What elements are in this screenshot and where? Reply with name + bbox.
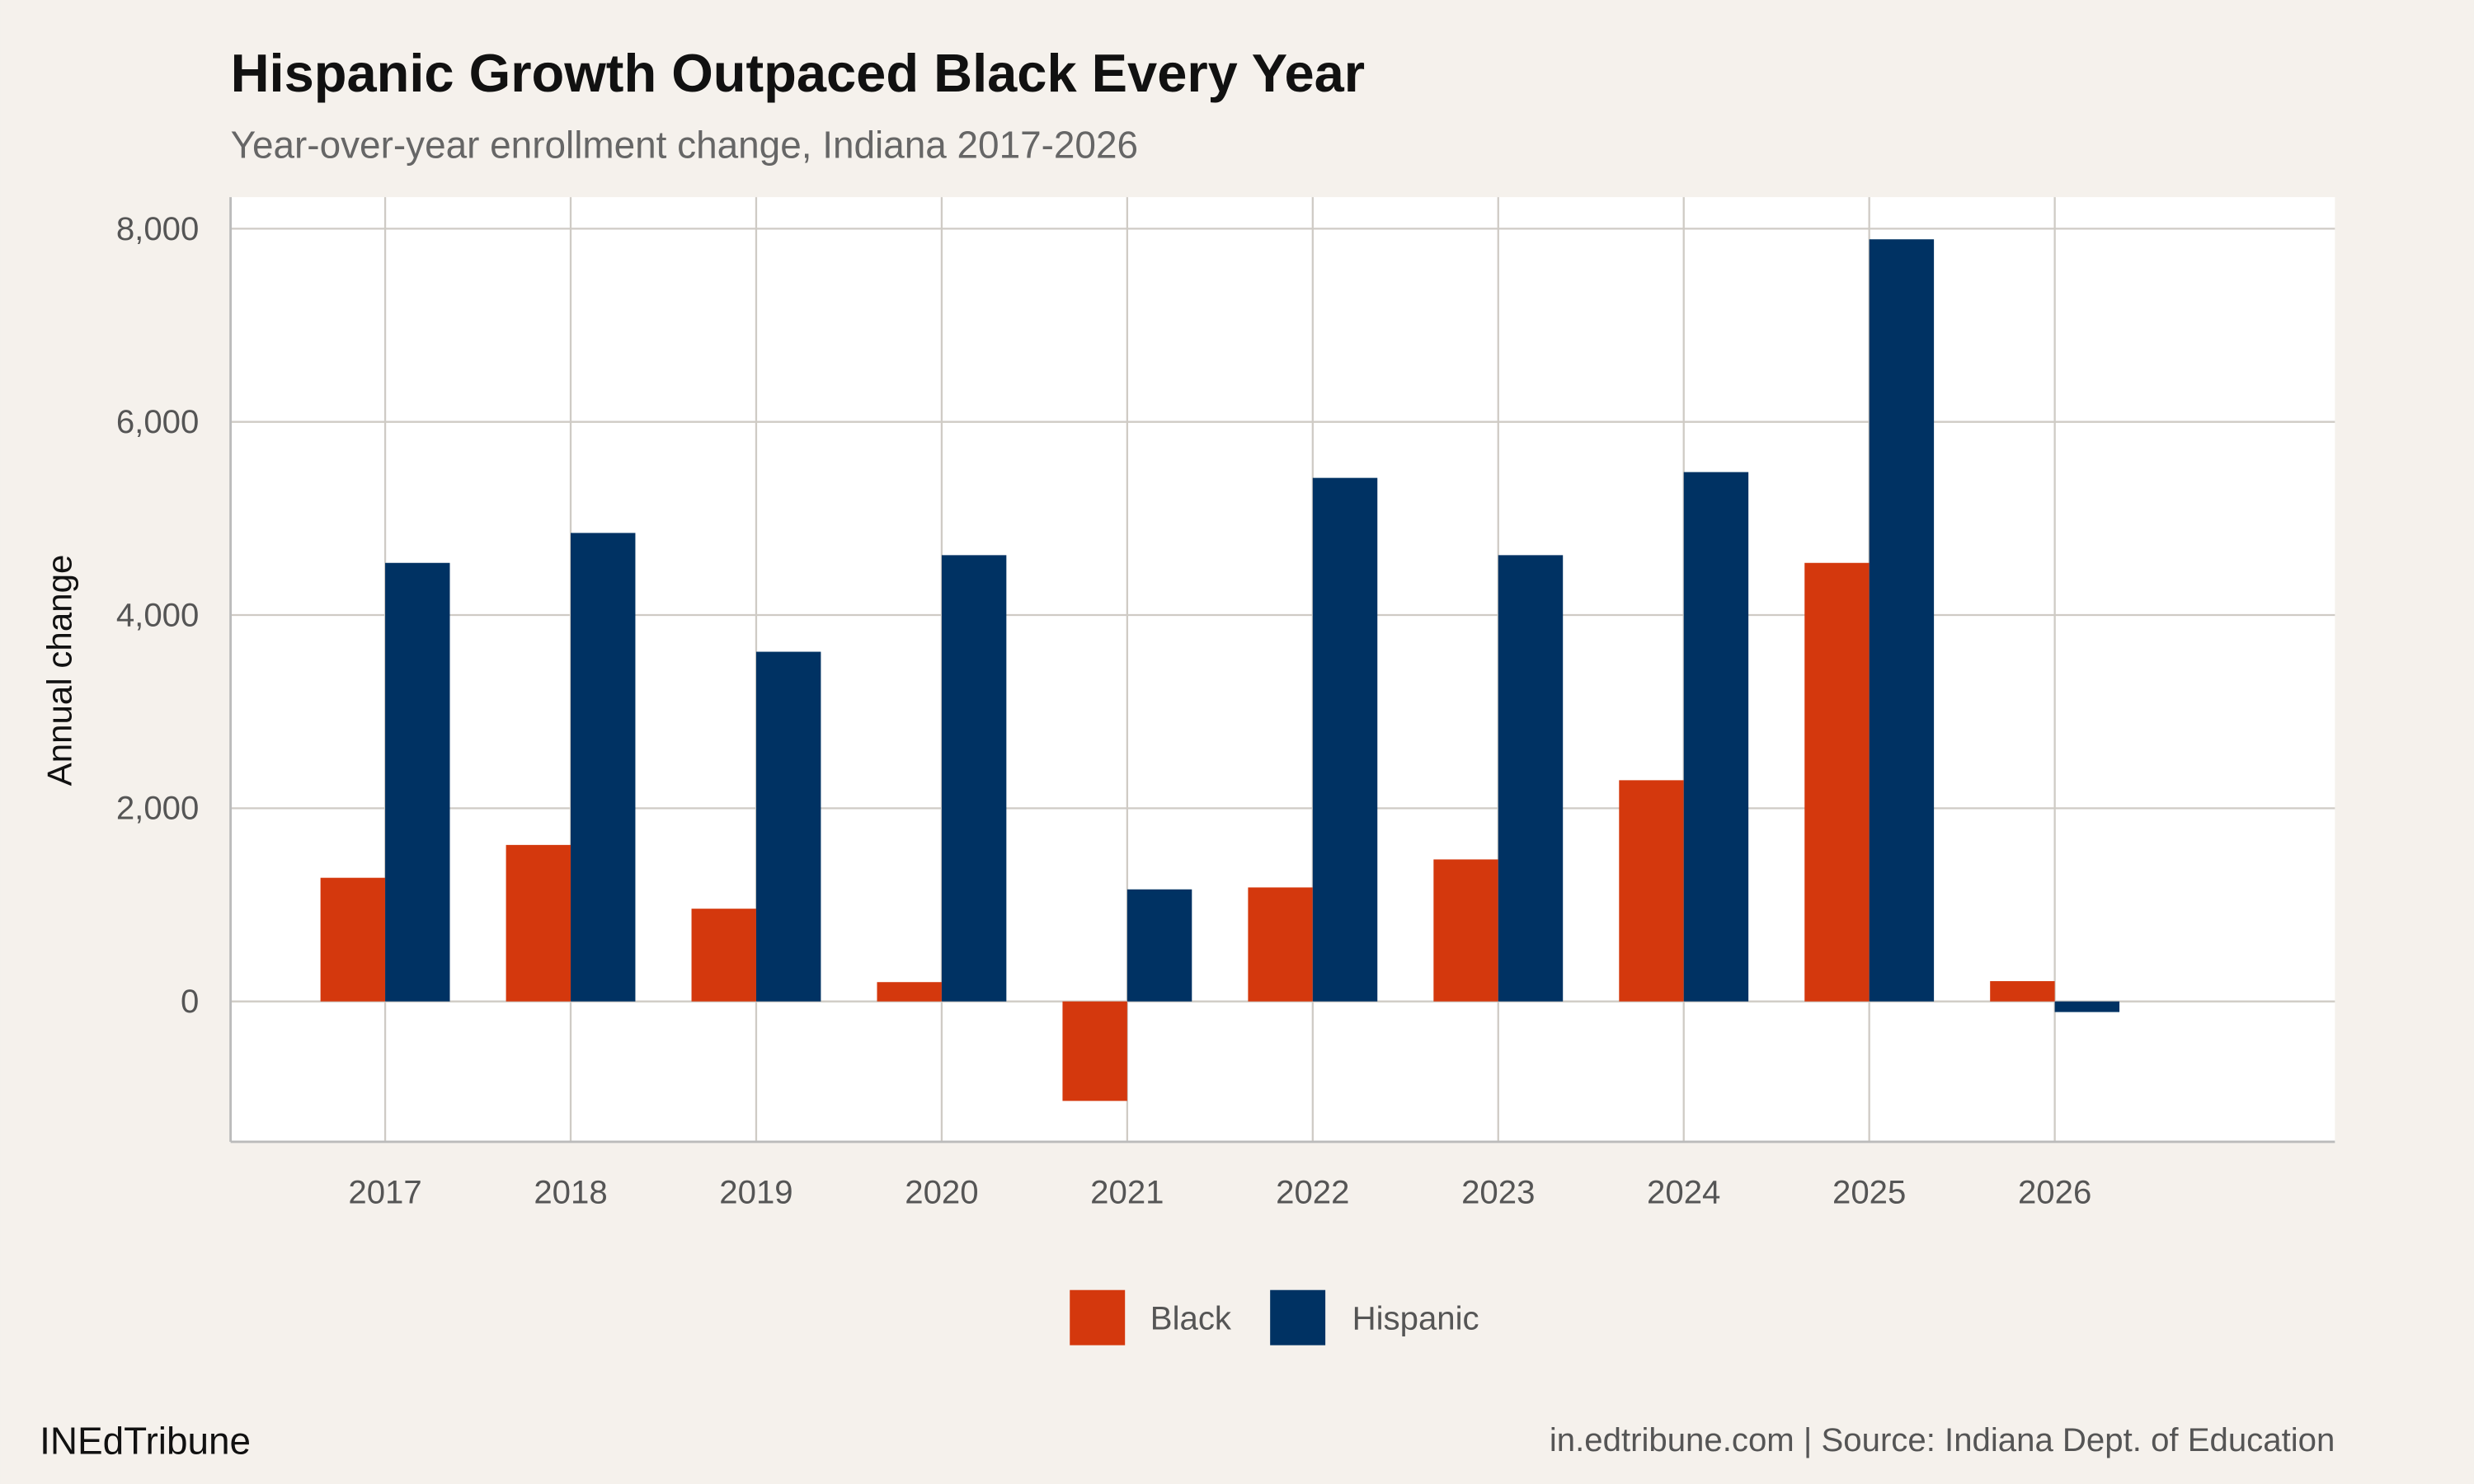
bar-black-2024 <box>1619 780 1684 1002</box>
legend-label-black: Black <box>1150 1300 1232 1337</box>
x-tick-label: 2025 <box>1832 1174 1906 1211</box>
x-tick-label: 2021 <box>1090 1174 1164 1211</box>
x-tick-label: 2026 <box>2018 1174 2091 1211</box>
x-tick-label: 2019 <box>719 1174 793 1211</box>
bar-black-2017 <box>320 877 386 1002</box>
x-tick-label: 2020 <box>905 1174 978 1211</box>
bar-hispanic-2022 <box>1312 477 1378 1002</box>
bar-hispanic-2018 <box>571 533 636 1002</box>
y-tick-label: 4,000 <box>116 596 200 633</box>
bar-black-2023 <box>1433 859 1498 1002</box>
y-tick-label: 6,000 <box>116 403 200 440</box>
bar-hispanic-2026 <box>2054 1001 2120 1012</box>
chart-subtitle: Year-over-year enrollment change, Indian… <box>231 123 1138 166</box>
legend-swatch-black <box>1070 1289 1126 1345</box>
chart-title: Hispanic Growth Outpaced Black Every Yea… <box>231 43 1366 103</box>
bar-black-2022 <box>1248 887 1313 1002</box>
y-tick-label: 0 <box>181 983 199 1020</box>
y-tick-label: 2,000 <box>116 790 200 827</box>
bar-hispanic-2023 <box>1498 555 1564 1002</box>
bar-hispanic-2021 <box>1126 889 1192 1002</box>
x-tick-label: 2017 <box>348 1174 421 1211</box>
bar-hispanic-2019 <box>755 651 821 1002</box>
bar-hispanic-2020 <box>941 555 1007 1002</box>
y-ticks: 0 2,000 4,000 6,000 8,000 <box>116 210 200 1020</box>
bar-black-2026 <box>1990 981 2055 1002</box>
x-ticks: 2017 2018 2019 2020 2021 2022 2023 2024 2025 2026 <box>348 1174 2091 1211</box>
brand-label: INEdTribune <box>40 1420 251 1463</box>
bar-black-2021 <box>1062 1001 1127 1101</box>
bar-black-2018 <box>506 844 571 1002</box>
bar-black-2019 <box>691 909 756 1002</box>
x-tick-label: 2018 <box>534 1174 607 1211</box>
source-note: in.edtribune.com | Source: Indiana Dept.… <box>1550 1421 2335 1458</box>
legend-swatch-hispanic <box>1270 1289 1326 1345</box>
bars <box>320 239 2120 1101</box>
x-tick-label: 2022 <box>1276 1174 1349 1211</box>
x-tick-label: 2024 <box>1647 1174 1720 1211</box>
bar-black-2025 <box>1804 562 1870 1002</box>
bar-hispanic-2025 <box>1869 239 1935 1002</box>
bar-hispanic-2024 <box>1683 472 1749 1002</box>
bar-hispanic-2017 <box>385 562 450 1002</box>
legend-label-hispanic: Hispanic <box>1352 1300 1479 1337</box>
y-axis-label: Annual change <box>40 555 78 787</box>
bar-black-2020 <box>877 982 942 1002</box>
y-tick-label: 8,000 <box>116 210 200 247</box>
x-tick-label: 2023 <box>1461 1174 1535 1211</box>
legend: Black Hispanic <box>1070 1289 1479 1345</box>
